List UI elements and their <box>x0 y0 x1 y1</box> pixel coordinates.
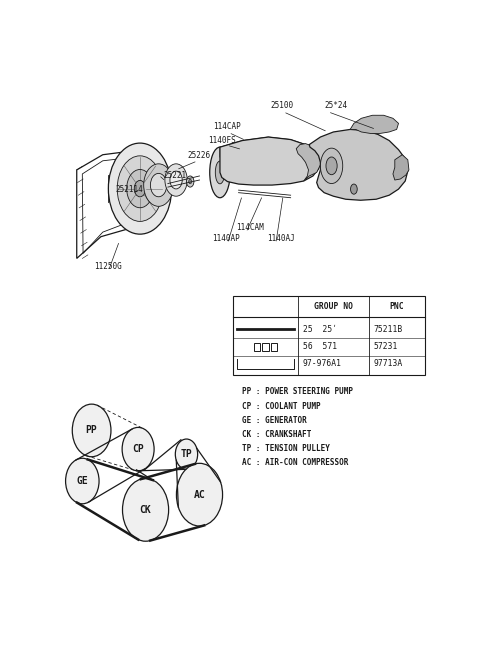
Text: 97-976A1: 97-976A1 <box>302 359 342 368</box>
Circle shape <box>72 404 111 457</box>
Text: 25*24: 25*24 <box>324 101 347 110</box>
Text: 1140AJ: 1140AJ <box>267 235 295 243</box>
Text: PP: PP <box>86 426 97 436</box>
Text: TP : TENSION PULLEY: TP : TENSION PULLEY <box>242 444 330 453</box>
Ellipse shape <box>127 170 153 208</box>
Text: TP: TP <box>180 449 192 459</box>
Text: 1140FS: 1140FS <box>208 136 236 145</box>
Text: 25  25ʹ: 25 25ʹ <box>302 325 336 334</box>
Text: 114CAP: 114CAP <box>213 122 241 131</box>
Text: 97713A: 97713A <box>373 359 402 368</box>
Polygon shape <box>393 155 409 180</box>
Polygon shape <box>220 137 313 159</box>
Text: 25226: 25226 <box>187 151 210 160</box>
Ellipse shape <box>144 164 173 206</box>
Text: AC : AIR-CON COMPRESSOR: AC : AIR-CON COMPRESSOR <box>242 459 348 467</box>
Circle shape <box>122 478 168 541</box>
Text: 25100: 25100 <box>270 101 293 110</box>
Circle shape <box>175 439 198 469</box>
Ellipse shape <box>134 181 145 197</box>
Circle shape <box>66 459 99 504</box>
Text: GE : GENERATOR: GE : GENERATOR <box>242 416 307 425</box>
Polygon shape <box>309 129 408 200</box>
Ellipse shape <box>326 157 337 175</box>
Text: 75211B: 75211B <box>373 325 402 334</box>
Text: CK: CK <box>140 505 151 515</box>
Text: GE: GE <box>76 476 88 486</box>
Ellipse shape <box>165 164 187 196</box>
Text: AC: AC <box>193 489 205 500</box>
Text: CK : CRANKSHAFT: CK : CRANKSHAFT <box>242 430 312 439</box>
Ellipse shape <box>350 184 357 194</box>
Text: 11250G: 11250G <box>95 262 122 271</box>
Text: PP : POWER STEERING PUMP: PP : POWER STEERING PUMP <box>242 388 353 396</box>
Bar <box>254 343 260 351</box>
Text: CP: CP <box>132 444 144 454</box>
Ellipse shape <box>170 171 182 189</box>
Text: 252114: 252114 <box>115 185 143 194</box>
Ellipse shape <box>186 176 194 187</box>
Text: CP : COOLANT PUMP: CP : COOLANT PUMP <box>242 401 321 411</box>
Polygon shape <box>296 144 321 181</box>
Text: 114CAM: 114CAM <box>236 223 264 232</box>
Circle shape <box>122 428 154 471</box>
Polygon shape <box>220 137 321 185</box>
Ellipse shape <box>150 173 167 196</box>
Text: 25221: 25221 <box>163 171 187 180</box>
Polygon shape <box>350 115 398 133</box>
Text: PNC: PNC <box>389 302 404 311</box>
Ellipse shape <box>210 147 230 198</box>
Text: 1140AP: 1140AP <box>212 235 240 243</box>
Bar <box>271 343 277 351</box>
Text: 57231: 57231 <box>373 342 397 351</box>
Ellipse shape <box>216 161 225 184</box>
Bar <box>263 343 269 351</box>
Text: GROUP NO: GROUP NO <box>314 302 353 311</box>
Circle shape <box>177 463 223 526</box>
Bar <box>233 296 424 374</box>
Ellipse shape <box>108 143 172 234</box>
Ellipse shape <box>189 179 192 184</box>
Text: 56  571: 56 571 <box>302 342 336 351</box>
Ellipse shape <box>321 148 343 183</box>
Ellipse shape <box>117 156 163 221</box>
